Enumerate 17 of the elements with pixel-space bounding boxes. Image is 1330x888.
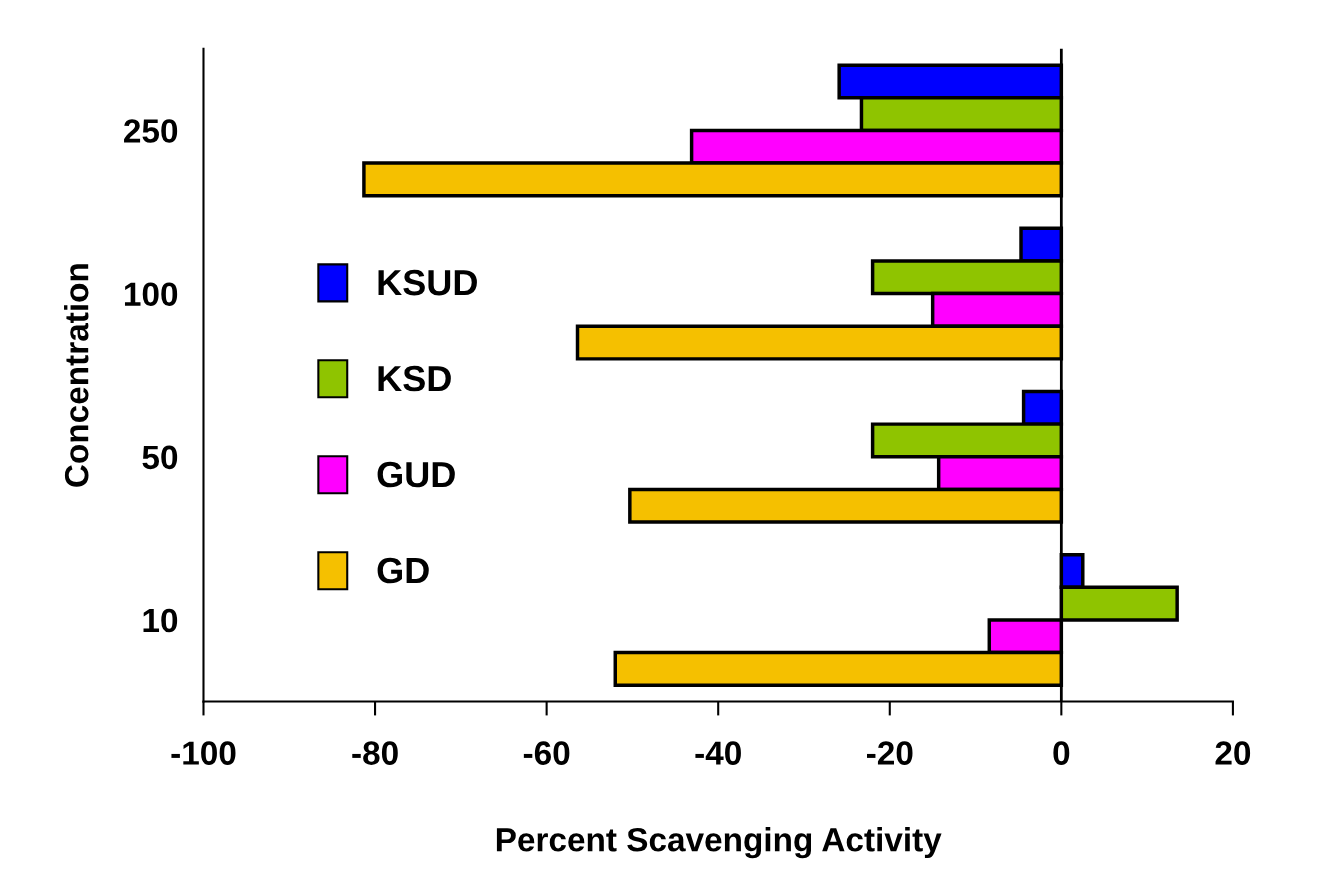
x-tick-label: 0 [1053, 741, 1070, 765]
x-tick-label: -40 [695, 741, 741, 765]
y-tick-label: 100 [124, 282, 178, 306]
x-tick-label: -100 [171, 741, 236, 765]
x-tick-label: -80 [352, 741, 398, 765]
x-axis-title: Percent Scavenging Activity [496, 827, 942, 859]
y-axis-title: Concentration [64, 264, 89, 487]
x-tick-label: -60 [523, 741, 570, 765]
x-tick-label: 20 [1215, 741, 1251, 765]
legend-label: GD [377, 557, 429, 584]
y-tick-label: 10 [143, 608, 178, 633]
legend-label: KSD [378, 365, 451, 392]
y-tick-label: 250 [124, 119, 178, 143]
legend-label: GUD [377, 461, 455, 488]
legend-label: KSUD [378, 269, 477, 296]
x-tick-label: -20 [866, 741, 913, 765]
y-tick-label: 50 [142, 445, 178, 470]
